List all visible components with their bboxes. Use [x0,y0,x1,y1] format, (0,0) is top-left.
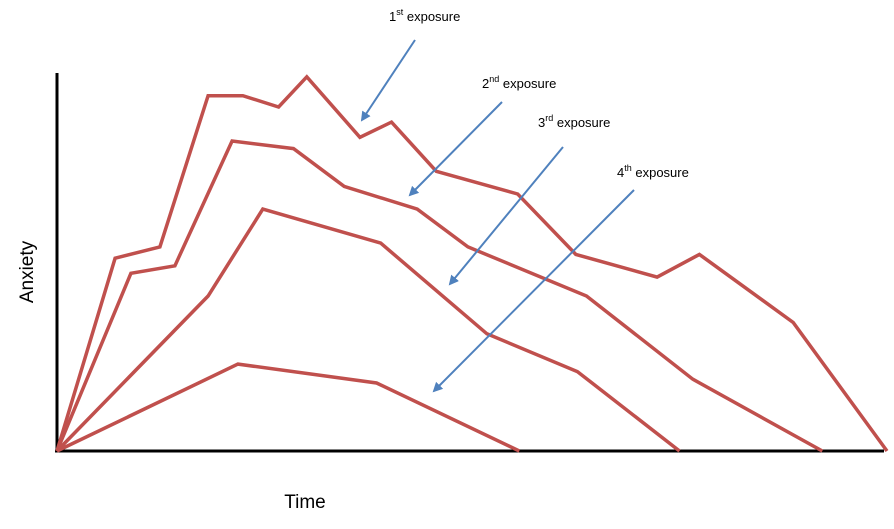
curve-4th-exposure [56,362,521,453]
arrow-1st-exposure [360,39,416,122]
curve-3rd-exposure [55,207,681,453]
arrow-4th-exposure [432,189,635,393]
callout-arrows [360,39,635,393]
label-2nd-exposure: 2nd exposure [482,74,556,91]
arrow-3rd-exposure [448,146,564,286]
x-axis-title: Time [284,492,326,513]
label-4th-exposure: 4th exposure [617,163,689,180]
label-3rd-exposure: 3rd exposure [538,113,610,130]
label-1st-exposure: 1st exposure [389,7,460,24]
series-lines [55,74,889,453]
curve-1st-exposure [55,74,889,453]
arrow-2nd-exposure [408,101,503,197]
curve-2nd-exposure [55,139,824,453]
y-axis-title: Anxiety [17,240,38,303]
